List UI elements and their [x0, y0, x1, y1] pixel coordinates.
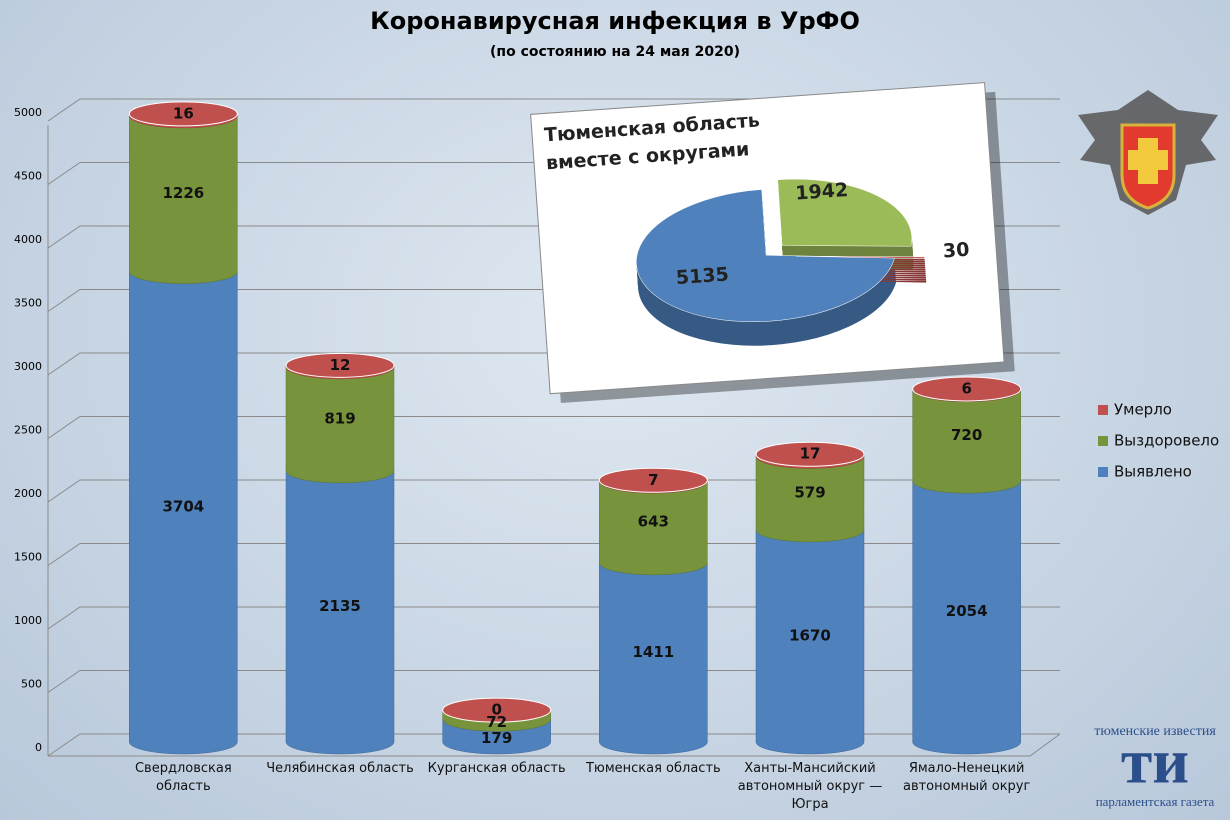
pie-slice [777, 178, 913, 247]
x-tick-label-text: Тюменская область [585, 761, 721, 776]
pie-slice [795, 255, 926, 259]
value-label: 30 [942, 239, 970, 263]
pie-panel: Тюменская область вместе с округами51351… [530, 82, 1015, 403]
x-tick-label-text: Свердловская область [134, 761, 232, 794]
x-tick-label-text: Челябинская область [266, 761, 414, 776]
bar-cap [598, 467, 708, 493]
value-label: 720 [951, 426, 982, 444]
value-label: 72 [486, 713, 507, 731]
value-label: 643 [638, 512, 669, 530]
value-label: 1226 [162, 184, 204, 202]
panel [530, 82, 1005, 395]
value-label: 12 [330, 356, 351, 374]
y-tick-label: 0 [35, 741, 42, 754]
emblem-cross [1128, 150, 1168, 170]
value-label: 2135 [319, 597, 361, 615]
value-label: 17 [800, 445, 821, 463]
floor [48, 733, 1061, 757]
logo-top: тюменские известия [1094, 724, 1216, 739]
legend-label: Умерло [1114, 401, 1172, 419]
x-tick-label-text: Ямало-Ненецкий автономный округ [902, 761, 1031, 794]
grid-line [47, 733, 1060, 757]
value-label: 1411 [632, 643, 674, 661]
x-tick-label-text: Курганская область [427, 761, 566, 776]
value-label: 1942 [795, 179, 849, 205]
bar-cap [442, 697, 552, 723]
y-tick-label: 4000 [14, 233, 42, 246]
value-label: 16 [173, 104, 194, 122]
grid-line [47, 98, 1060, 122]
x-tick-label: Ханты-Мансийский автономный округ — Югра [737, 761, 883, 812]
chart-title: Коронавирусная инфекция в УрФО [370, 7, 860, 35]
x-tick-label: Ямало-Ненецкий автономный округ [902, 761, 1031, 794]
y-tick-label: 500 [21, 678, 42, 691]
bar-cap [128, 101, 238, 127]
x-tick-label-text: Ханты-Мансийский автономный округ — Югра [737, 761, 883, 812]
y-tick-label: 1500 [14, 551, 42, 564]
pie-slice [636, 189, 895, 323]
x-tick-label: Свердловская область [134, 761, 232, 794]
legend-label: Выздоровело [1114, 432, 1219, 450]
value-label: 819 [324, 409, 355, 427]
y-tick-label: 3500 [14, 297, 42, 310]
value-label: 6 [961, 379, 971, 397]
grid-line [47, 606, 1060, 630]
y-tick-label: 3000 [14, 360, 42, 373]
legend-swatch [1098, 467, 1108, 477]
y-tick-label: 2500 [14, 424, 42, 437]
logo: тюменские известия ти парламентская газе… [1094, 724, 1216, 809]
value-label: 179 [481, 729, 512, 747]
legend-label: Выявлено [1114, 463, 1192, 481]
grid-line [47, 479, 1060, 503]
grid-line [47, 416, 1060, 439]
logo-mark: ти [1121, 726, 1189, 797]
bar-cap [912, 376, 1022, 402]
value-label: 5135 [675, 263, 729, 289]
y-tick-label: 4500 [14, 170, 42, 183]
value-label: 1670 [789, 626, 831, 644]
legend-swatch [1098, 436, 1108, 446]
y-tick-label: 1000 [14, 614, 42, 627]
value-label: 2054 [946, 602, 988, 620]
value-label: 0 [491, 701, 501, 719]
y-tick-label: 2000 [14, 487, 42, 500]
value-label: 579 [794, 484, 825, 502]
chart-subtitle: (по состоянию на 24 мая 2020) [490, 44, 740, 60]
logo-bottom: парламентская газета [1096, 794, 1215, 809]
bar-cap [285, 352, 395, 378]
bar-cap [755, 441, 865, 467]
x-tick-label: Тюменская область [585, 761, 721, 776]
x-tick-label: Курганская область [427, 761, 566, 776]
value-label: 7 [648, 471, 658, 489]
grid-line [47, 670, 1060, 693]
value-label: 3704 [162, 497, 204, 515]
grid-line [47, 543, 1060, 566]
x-tick-label: Челябинская область [266, 761, 414, 776]
y-tick-label: 5000 [14, 106, 42, 119]
emblem [1078, 90, 1218, 215]
legend-swatch [1098, 405, 1108, 415]
